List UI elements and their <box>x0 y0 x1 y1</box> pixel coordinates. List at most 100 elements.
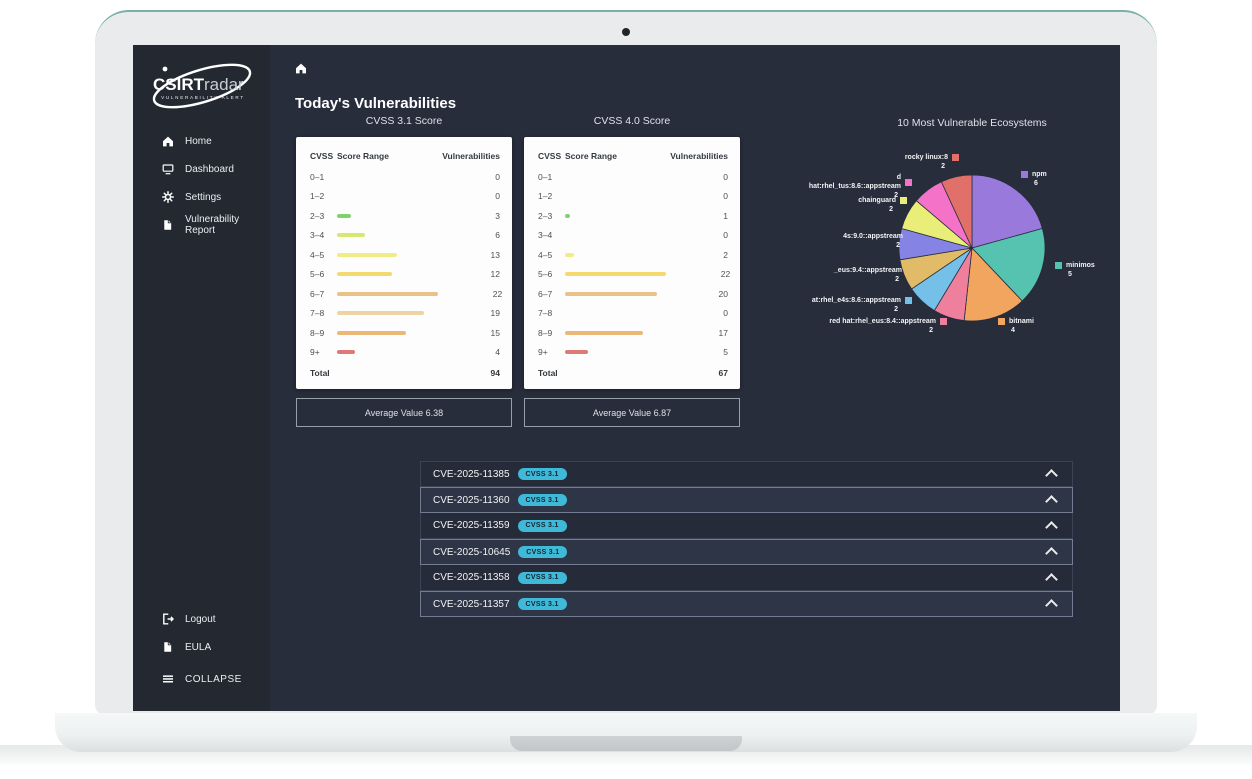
score-row: 4–5 13 <box>310 245 500 265</box>
score-range: 4–5 <box>310 249 325 260</box>
score-row: 7–8 0 <box>538 304 728 324</box>
cve-row[interactable]: CVE-2025-11359 CVSS 3.1 <box>420 513 1073 539</box>
cve-accordion-list: CVE-2025-11385 CVSS 3.1 CVE-2025-11360 CVSS… <box>420 461 1073 617</box>
legend-label: at:rhel_e4s:8.6::appstream <box>811 297 901 304</box>
cvss-badge: CVSS 3.1 <box>518 546 568 558</box>
pie-slice-rocky-linux-8[interactable] <box>940 174 973 249</box>
score-bar <box>565 330 644 335</box>
legend-value: 2 <box>896 242 900 249</box>
score-range: 6–7 <box>310 288 325 299</box>
ecosystems-pie-section: 10 Most Vulnerable Ecosystems npm 6 minimo… <box>809 105 1118 395</box>
score-row: 4–5 2 <box>538 245 728 265</box>
cve-id: CVE-2025-10645 <box>433 546 511 558</box>
sidebar-item-label: Logout <box>185 613 216 625</box>
sidebar-item-label: Dashboard <box>185 163 234 175</box>
pie-slice-bitnami[interactable] <box>963 247 1023 322</box>
chevron-up-icon[interactable] <box>1045 547 1058 560</box>
cve-row[interactable]: CVE-2025-11357 CVSS 3.1 <box>420 591 1073 617</box>
legend-value: 2 <box>894 306 898 313</box>
score-bar <box>337 350 356 355</box>
legend-swatch <box>1055 262 1062 269</box>
cvss-badge: CVSS 3.1 <box>517 519 567 532</box>
sidebar-item-logout[interactable]: Logout <box>133 607 270 631</box>
sidebar-item-label: Home <box>185 135 212 147</box>
score-row: 0–1 0 <box>538 167 728 187</box>
pie-slice-minimos[interactable] <box>971 227 1046 302</box>
score-count: 13 <box>490 249 500 260</box>
breadcrumb-home-icon[interactable] <box>295 61 307 74</box>
legend-swatch <box>952 154 959 161</box>
legend-swatch <box>940 318 947 325</box>
sidebar-item-label: EULA <box>185 641 212 653</box>
sidebar: CSIRTradar VULNERABILITY ALERT Home Dashb… <box>133 45 270 711</box>
cvss-badge: CVSS 3.1 <box>517 468 567 480</box>
laptop-frame: CSIRTradar VULNERABILITY ALERT Home Dashb… <box>95 10 1157 715</box>
sidebar-item-collapse[interactable]: COLLAPSE <box>133 667 270 691</box>
sidebar-item-label: COLLAPSE <box>185 673 242 685</box>
cve-id: CVE-2025-11360 <box>433 494 510 506</box>
chevron-up-icon[interactable] <box>1045 599 1058 612</box>
score-row: 6–7 20 <box>538 284 728 304</box>
sidebar-item-eula[interactable]: EULA <box>133 635 270 659</box>
cve-row[interactable]: CVE-2025-11385 CVSS 3.1 <box>420 461 1073 487</box>
collapse-icon <box>162 673 174 685</box>
score-row: 6–7 22 <box>310 284 503 304</box>
cve-row[interactable]: CVE-2025-11360 CVSS 3.1 <box>420 487 1073 513</box>
score-bar <box>337 233 365 238</box>
chevron-up-icon[interactable] <box>1045 520 1058 534</box>
home-icon <box>162 135 174 147</box>
sidebar-item-vulnerability-report[interactable]: Vulnerability Report <box>133 213 270 237</box>
score-bar <box>337 213 351 218</box>
cvss-badge: CVSS 3.1 <box>517 494 567 506</box>
score-row: 8–9 15 <box>310 323 500 343</box>
webcam-dot <box>622 28 630 36</box>
score-row: 2–3 1 <box>538 206 728 226</box>
score-row: 9+ 5 <box>538 343 728 363</box>
score-count: 0 <box>495 171 500 182</box>
chevron-up-icon[interactable] <box>1045 495 1058 508</box>
cvss31-average-box: Average Value 6.38 <box>296 398 512 427</box>
cvss-badge: CVSS 3.1 <box>517 571 567 584</box>
score-bar <box>565 252 575 257</box>
legend-swatch <box>900 197 907 204</box>
score-range: 3–4 <box>310 230 325 241</box>
sidebar-item-dashboard[interactable]: Dashboard <box>133 157 270 181</box>
pie-label: _eus:9.4::appstream 2 <box>834 266 913 284</box>
score-range: 1–2 <box>538 191 553 202</box>
legend-swatch <box>1021 171 1028 178</box>
app-window: CSIRTradar VULNERABILITY ALERT Home Dashb… <box>133 45 1120 711</box>
pie-slice-npm[interactable] <box>971 174 1043 249</box>
score-range: 2–3 <box>538 210 553 221</box>
pie-chart-title: 10 Most Vulnerable Ecosystems <box>897 117 1047 129</box>
cve-row[interactable]: CVE-2025-10645 CVSS 3.1 <box>420 539 1073 565</box>
trackpad-notch <box>510 736 742 751</box>
score-range: 8–9 <box>310 327 325 338</box>
legend-swatch <box>905 178 912 186</box>
legend-value: 2 <box>929 327 933 334</box>
legend-swatch <box>905 297 912 304</box>
score-row: 5–6 22 <box>538 265 730 285</box>
score-range: 1–2 <box>310 191 325 202</box>
svg-text:CSIRTradar: CSIRTradar <box>153 75 244 94</box>
legend-label: chainguard <box>858 197 896 204</box>
legend-value: 5 <box>1068 271 1072 278</box>
score-row: 5–6 12 <box>310 265 500 285</box>
cve-id: CVE-2025-11359 <box>433 520 510 531</box>
page-title: Today's Vulnerabilities <box>295 95 457 113</box>
brand-name-bold: CSIRT <box>153 75 205 94</box>
legend-label: npm <box>1032 171 1047 178</box>
sidebar-item-home[interactable]: Home <box>133 129 270 153</box>
score-count: 6 <box>495 230 500 241</box>
score-count: 22 <box>492 288 503 299</box>
eula-icon <box>162 641 174 653</box>
chevron-up-icon[interactable] <box>1045 469 1058 482</box>
score-range: 9+ <box>538 347 548 358</box>
cve-row[interactable]: CVE-2025-11358 CVSS 3.1 <box>420 565 1073 591</box>
pie-label: d hat:rhel_tus:8.6::appstream 2 <box>809 173 912 200</box>
legend-swatch <box>906 267 913 274</box>
score-bar <box>337 311 425 316</box>
chevron-up-icon[interactable] <box>1045 572 1058 586</box>
sidebar-item-settings[interactable]: Settings <box>133 185 270 209</box>
score-range: 5–6 <box>538 269 553 280</box>
brand-logo: CSIRTradar VULNERABILITY ALERT <box>133 45 270 121</box>
